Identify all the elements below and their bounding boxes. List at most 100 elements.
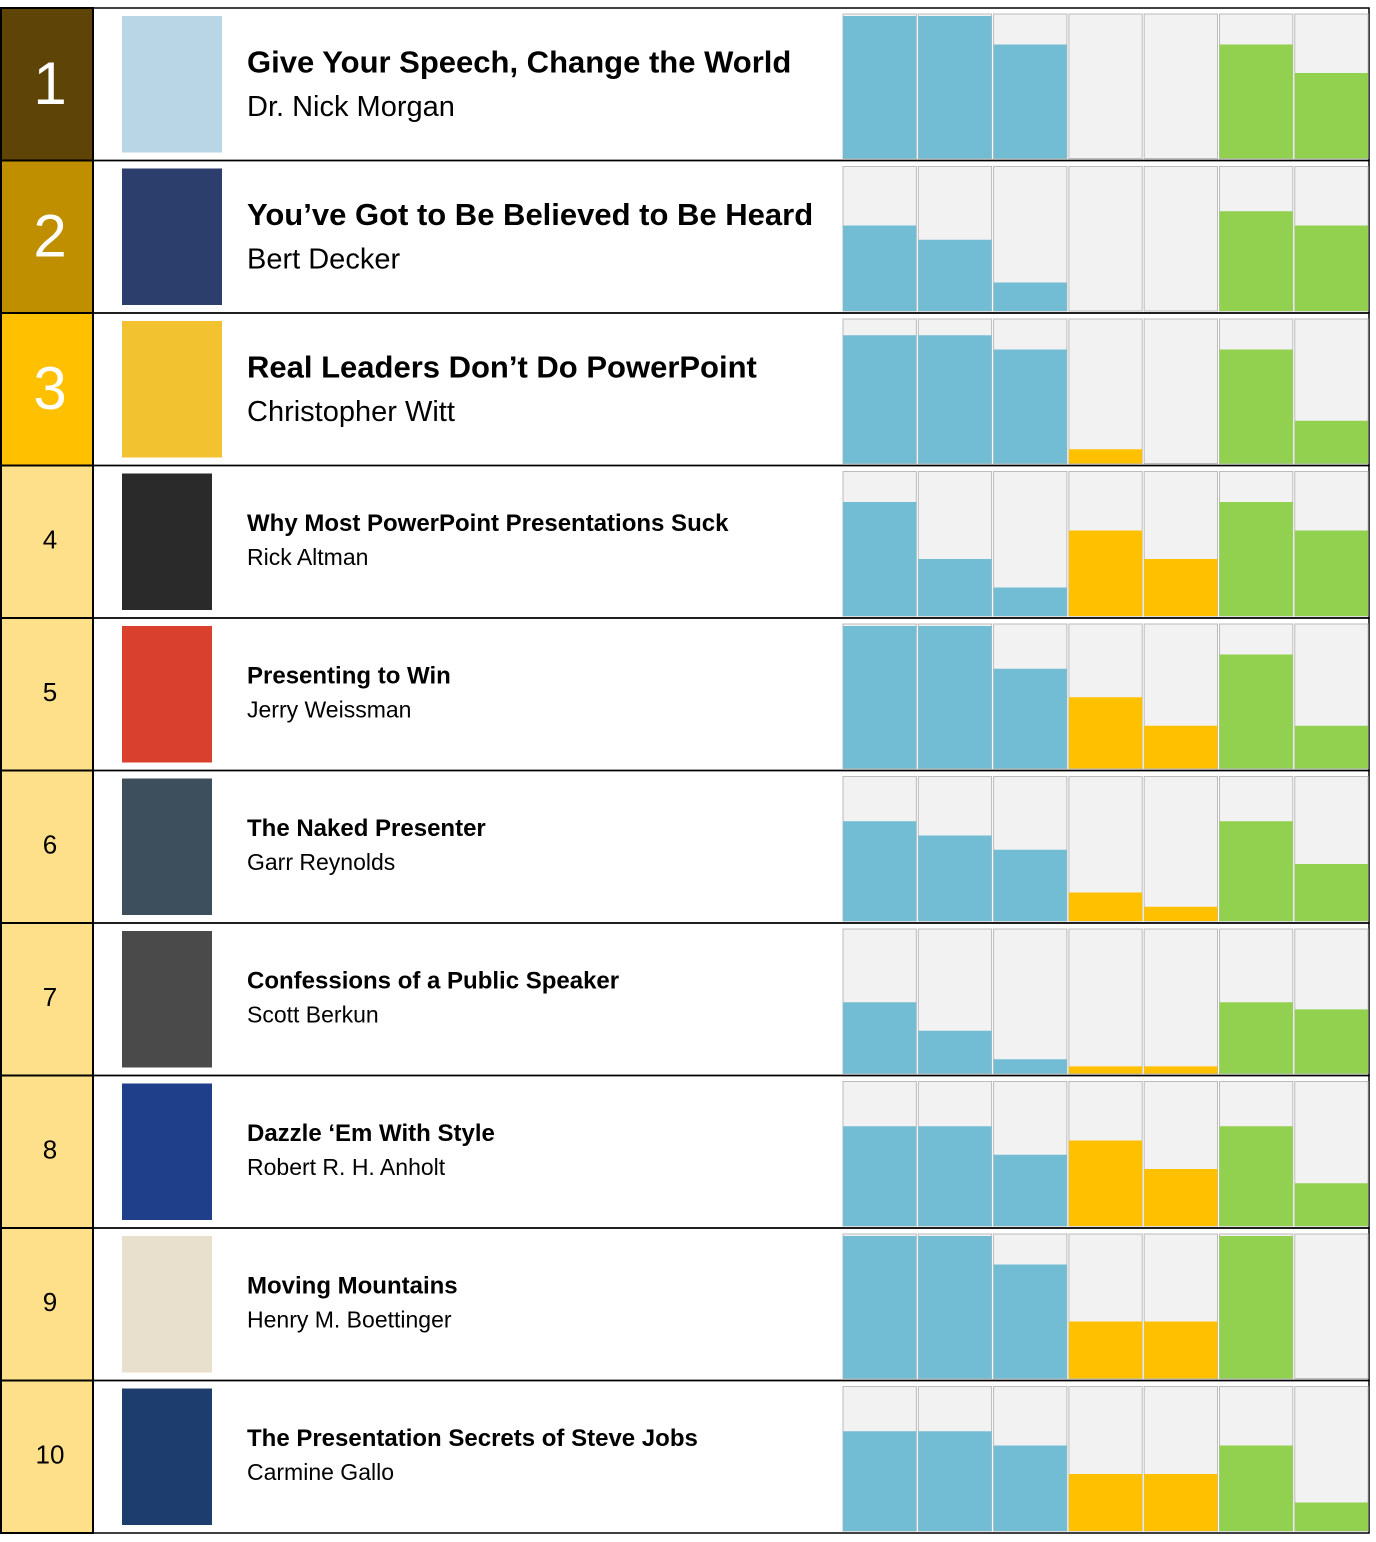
bar xyxy=(994,669,1067,769)
book-author: Robert R. H. Anholt xyxy=(247,1154,446,1180)
bar xyxy=(843,1236,916,1379)
bar xyxy=(843,16,916,159)
bar xyxy=(1220,1126,1293,1226)
book-title: Dazzle ‘Em With Style xyxy=(247,1120,495,1147)
bar xyxy=(843,626,916,769)
book-author: Garr Reynolds xyxy=(247,849,395,875)
rank: 4 xyxy=(43,525,57,555)
rank: 8 xyxy=(43,1135,57,1165)
bar xyxy=(1069,697,1142,768)
bar xyxy=(1295,531,1368,617)
bar xyxy=(918,1431,991,1531)
book-title: Why Most PowerPoint Presentations Suck xyxy=(247,510,729,537)
book-author: Henry M. Boettinger xyxy=(247,1306,452,1332)
book-cover xyxy=(122,779,212,916)
book-title: Give Your Speech, Change the World xyxy=(247,44,791,79)
bar-cell xyxy=(1295,1234,1368,1379)
bar xyxy=(1220,1236,1293,1379)
book-ranking: 1 Give Your Speech, Change the World Dr. N… xyxy=(0,0,1376,1537)
book-author: Carmine Gallo xyxy=(247,1459,394,1485)
bar-cell xyxy=(1144,167,1217,312)
bar xyxy=(843,1431,916,1531)
bar xyxy=(1069,531,1142,617)
bar xyxy=(1144,907,1217,921)
book-author: Rick Altman xyxy=(247,544,368,570)
bar xyxy=(1144,1169,1217,1226)
book-author: Jerry Weissman xyxy=(247,696,411,722)
book-title: Confessions of a Public Speaker xyxy=(247,968,619,995)
bar xyxy=(1144,1474,1217,1531)
bar xyxy=(994,350,1067,464)
bar xyxy=(918,559,991,616)
bar xyxy=(994,850,1067,921)
bar-cell xyxy=(1144,14,1217,159)
bar xyxy=(918,1126,991,1226)
bar-cell xyxy=(1144,319,1217,464)
bar xyxy=(918,1236,991,1379)
bar xyxy=(1295,73,1368,159)
book-title: The Naked Presenter xyxy=(247,815,486,842)
book-title: Presenting to Win xyxy=(247,663,451,690)
bar xyxy=(918,626,991,769)
bar xyxy=(994,588,1067,617)
bar xyxy=(1220,350,1293,464)
rank: 5 xyxy=(43,677,57,707)
book-title: You’ve Got to Be Believed to Be Heard xyxy=(247,197,813,232)
book-cover xyxy=(122,474,212,611)
book-cover xyxy=(122,1236,212,1373)
book-title: Moving Mountains xyxy=(247,1273,458,1300)
bar xyxy=(1295,864,1368,921)
book-title: The Presentation Secrets of Steve Jobs xyxy=(247,1425,698,1452)
bar xyxy=(918,836,991,922)
bar xyxy=(1069,1066,1142,1073)
bar xyxy=(918,335,991,463)
book-author: Scott Berkun xyxy=(247,1001,379,1027)
bar xyxy=(1295,421,1368,464)
bar xyxy=(1069,1322,1142,1379)
bar xyxy=(1220,1002,1293,1073)
bar xyxy=(1295,1009,1368,1073)
bar-cell xyxy=(1144,777,1217,922)
bar xyxy=(918,1031,991,1074)
bar-cell xyxy=(1069,929,1142,1074)
bar xyxy=(918,16,991,159)
bar xyxy=(994,1265,1067,1379)
bar xyxy=(1144,559,1217,616)
bar xyxy=(1295,726,1368,769)
bar xyxy=(1069,1474,1142,1531)
bar xyxy=(1220,45,1293,159)
bar xyxy=(1295,226,1368,312)
bar xyxy=(1144,1322,1217,1379)
rank: 6 xyxy=(43,830,57,860)
bar xyxy=(994,1446,1067,1532)
bar xyxy=(1295,1503,1368,1532)
bar xyxy=(843,226,916,312)
bar xyxy=(1220,821,1293,921)
rank: 1 xyxy=(33,50,66,117)
bar xyxy=(994,283,1067,312)
bar-cell xyxy=(1069,319,1142,464)
bar xyxy=(1220,211,1293,311)
book-cover xyxy=(122,931,212,1068)
bar xyxy=(843,1002,916,1073)
bar xyxy=(994,1059,1067,1073)
bar-cell xyxy=(1069,167,1142,312)
rank: 10 xyxy=(36,1440,65,1470)
book-cover xyxy=(122,321,222,458)
book-cover xyxy=(122,626,212,763)
rank: 3 xyxy=(33,355,66,422)
bar-cell xyxy=(1144,929,1217,1074)
book-title: Real Leaders Don’t Do PowerPoint xyxy=(247,349,757,384)
bar xyxy=(1069,449,1142,463)
bar xyxy=(994,45,1067,159)
book-author: Dr. Nick Morgan xyxy=(247,91,455,123)
bar-cell xyxy=(994,929,1067,1074)
rank: 9 xyxy=(43,1287,57,1317)
bar xyxy=(1220,1446,1293,1532)
bar-cell xyxy=(1069,14,1142,159)
book-author: Christopher Witt xyxy=(247,396,455,428)
bar xyxy=(1144,726,1217,769)
bar xyxy=(1069,1141,1142,1227)
bar xyxy=(918,240,991,311)
bar xyxy=(843,502,916,616)
